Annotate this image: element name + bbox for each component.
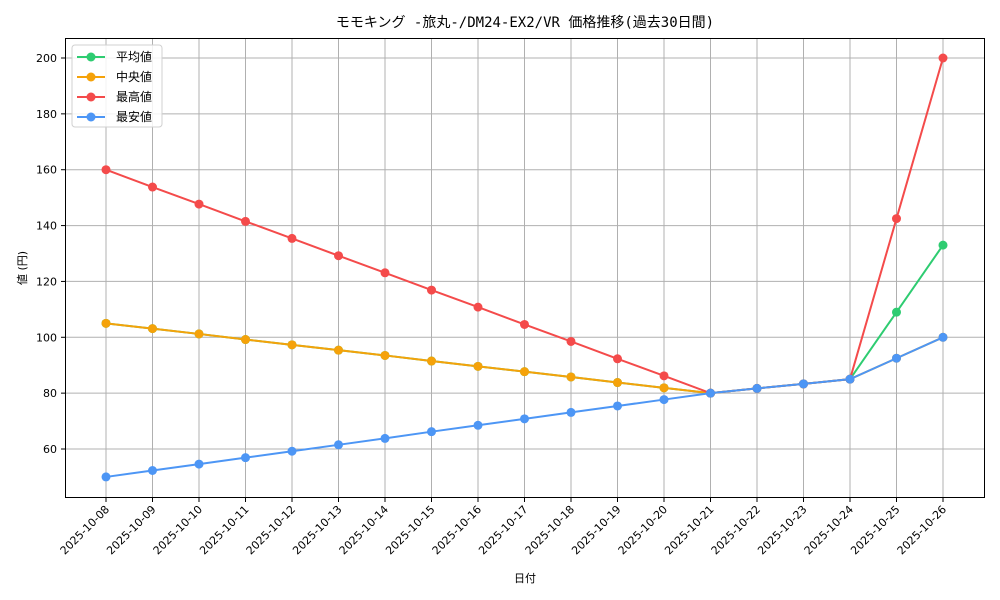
data-point <box>241 216 250 226</box>
data-point <box>938 240 948 250</box>
data-point <box>613 378 622 388</box>
data-point <box>938 332 948 342</box>
legend-label: 中央値 <box>116 69 152 84</box>
y-tick-label: 140 <box>36 220 57 233</box>
y-tick-label: 180 <box>36 108 57 121</box>
data-point <box>659 371 669 381</box>
data-point <box>427 356 436 366</box>
data-point <box>520 414 529 424</box>
y-tick-label: 100 <box>36 331 57 344</box>
grid-lines <box>65 38 985 498</box>
series-最安値 <box>101 332 948 482</box>
data-point <box>520 319 529 329</box>
data-point <box>427 427 436 437</box>
data-point <box>845 374 855 384</box>
data-point <box>148 324 157 334</box>
data-point <box>659 383 669 393</box>
y-tick-label: 160 <box>36 164 57 177</box>
data-point <box>752 383 762 393</box>
data-point <box>380 350 390 360</box>
data-point <box>194 199 204 209</box>
data-point <box>659 395 669 405</box>
legend-label: 最高値 <box>116 89 152 104</box>
data-point <box>520 367 529 377</box>
legend-marker-icon <box>86 52 96 62</box>
y-axis: 60 80 100 120 140 160 180 200 <box>36 52 65 456</box>
data-point <box>892 353 901 363</box>
data-point <box>334 440 343 450</box>
legend-marker-icon <box>86 92 96 102</box>
legend-item: 平均値 <box>77 49 152 64</box>
x-axis-label: 日付 <box>514 572 536 585</box>
legend-marker-icon <box>86 72 96 82</box>
data-point <box>566 336 576 346</box>
data-point <box>101 165 111 175</box>
data-point <box>799 379 808 389</box>
y-tick-label: 120 <box>36 275 57 288</box>
y-tick-label: 200 <box>36 52 57 65</box>
y-tick-label: 80 <box>43 387 57 400</box>
data-point <box>566 372 576 382</box>
data-point <box>287 233 297 243</box>
data-point <box>334 251 343 261</box>
legend-item: 最高値 <box>77 89 152 104</box>
data-point <box>473 361 483 371</box>
data-point <box>892 307 901 317</box>
data-point <box>148 182 157 192</box>
data-point <box>613 401 622 411</box>
y-axis-label: 値 (円) <box>16 251 29 285</box>
plot-frame <box>65 38 985 498</box>
y-tick-label: 60 <box>43 443 57 456</box>
data-point <box>287 446 297 456</box>
x-tick-label: 2025-10-26 <box>895 503 949 557</box>
data-point <box>473 302 483 312</box>
data-point <box>706 388 715 398</box>
data-point <box>380 433 390 443</box>
data-point <box>241 335 250 345</box>
data-point <box>892 214 901 224</box>
legend-item: 最安値 <box>77 109 152 124</box>
legend-box <box>71 44 163 128</box>
series-lines <box>101 53 948 482</box>
data-point <box>101 472 111 482</box>
data-point <box>101 318 111 328</box>
legend-item: 中央値 <box>77 69 152 84</box>
data-point <box>287 340 297 350</box>
data-point <box>148 466 157 476</box>
data-point <box>380 268 390 278</box>
data-point <box>473 420 483 430</box>
legend-label: 平均値 <box>116 49 152 64</box>
data-point <box>427 285 436 295</box>
legend-marker-icon <box>86 112 96 122</box>
x-axis: 2025-10-082025-10-092025-10-102025-10-11… <box>58 498 949 557</box>
data-point <box>613 354 622 364</box>
chart-title: モモキング -旅丸-/DM24-EX2/VR 価格推移(過去30日間) <box>335 15 715 31</box>
data-point <box>241 453 250 463</box>
data-point <box>566 407 576 417</box>
data-point <box>334 345 343 355</box>
data-point <box>938 53 948 63</box>
legend-label: 最安値 <box>116 109 152 124</box>
data-point <box>194 459 204 469</box>
data-point <box>194 329 204 339</box>
